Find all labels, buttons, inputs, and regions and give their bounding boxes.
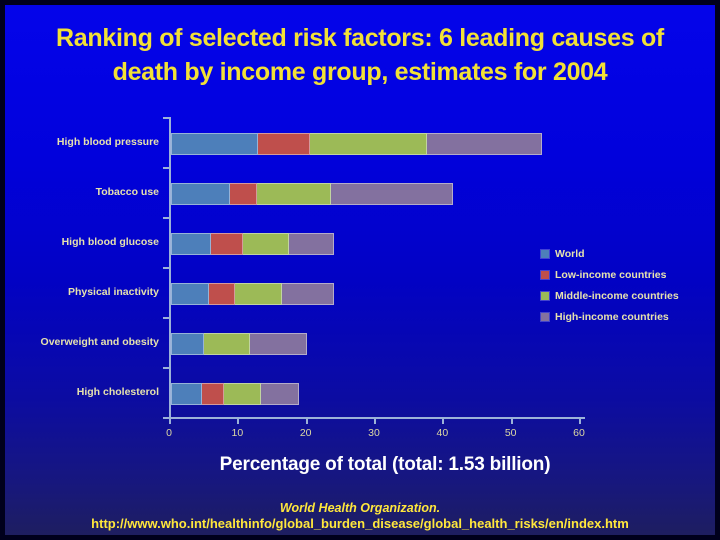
bar-segment bbox=[235, 283, 282, 305]
bar-high-blood-glucose bbox=[171, 233, 335, 255]
legend-item: World bbox=[541, 243, 679, 264]
category-label: Tobacco use bbox=[95, 186, 159, 198]
x-axis-title: Percentage of total (total: 1.53 billion… bbox=[219, 454, 551, 475]
bar-segment bbox=[171, 383, 202, 405]
category-label: Overweight and obesity bbox=[40, 336, 159, 348]
x-axis-line bbox=[169, 417, 585, 419]
bar-segment bbox=[249, 333, 307, 355]
y-axis-tick bbox=[163, 417, 169, 419]
bar-segment bbox=[330, 183, 454, 205]
bar-segment bbox=[309, 133, 428, 155]
legend-label: Low-income countries bbox=[555, 268, 667, 281]
slide-title: Ranking of selected risk factors: 6 lead… bbox=[5, 21, 715, 89]
x-axis-tick-label: 0 bbox=[166, 427, 172, 439]
y-axis-tick bbox=[163, 367, 169, 369]
legend-label: World bbox=[555, 247, 585, 260]
y-axis-tick bbox=[163, 317, 169, 319]
legend: World Low-income countries Middle-income c… bbox=[541, 243, 679, 327]
category-label: High blood glucose bbox=[61, 236, 159, 248]
category-label: High blood pressure bbox=[56, 136, 159, 148]
x-axis-tick-label: 40 bbox=[436, 427, 449, 439]
bar-overweight-and-obesity bbox=[171, 333, 307, 355]
plot-area: 0 10 20 30 40 50 60 bbox=[163, 117, 585, 439]
x-axis-tick-label: 50 bbox=[504, 427, 517, 439]
bar-segment bbox=[203, 333, 250, 355]
bar-tobacco-use bbox=[171, 183, 454, 205]
x-axis-tick bbox=[442, 419, 445, 424]
bar-segment bbox=[171, 233, 211, 255]
y-axis-line bbox=[169, 117, 171, 419]
bar-segment bbox=[208, 283, 236, 305]
bar-segment bbox=[243, 233, 290, 255]
y-axis-tick bbox=[163, 267, 169, 269]
x-axis-tick bbox=[237, 419, 240, 424]
source-attribution: World Health Organization. bbox=[279, 501, 441, 515]
y-axis-tick bbox=[163, 167, 169, 169]
legend-label: High-income countries bbox=[555, 310, 669, 323]
x-axis-tick bbox=[374, 419, 376, 424]
x-axis-tick bbox=[510, 419, 513, 424]
bar-segment bbox=[289, 233, 335, 255]
bar-segment bbox=[230, 183, 258, 205]
x-axis-tick bbox=[305, 419, 308, 424]
y-axis-tick bbox=[163, 217, 169, 219]
slide-title-line1: Ranking of selected risk factors: 6 lead… bbox=[56, 24, 664, 52]
bar-physical-inactivity bbox=[171, 283, 334, 305]
x-axis-tick bbox=[169, 419, 171, 424]
legend-item: Low-income countries bbox=[541, 264, 679, 285]
bar-high-cholesterol bbox=[171, 383, 300, 405]
x-axis-tick-label: 10 bbox=[231, 427, 244, 439]
category-label: High cholesterol bbox=[76, 386, 159, 398]
x-axis-tick-label: 30 bbox=[368, 427, 380, 439]
y-axis-tick bbox=[163, 117, 169, 119]
x-axis-tick-label: 60 bbox=[573, 427, 585, 439]
bar-segment bbox=[281, 283, 334, 305]
bar-segment bbox=[171, 333, 204, 355]
bar-segment bbox=[210, 233, 244, 255]
bar-high-blood-pressure bbox=[171, 133, 543, 155]
legend-label: Middle-income countries bbox=[555, 289, 679, 302]
bar-segment bbox=[223, 383, 261, 405]
bar-segment bbox=[257, 183, 331, 205]
source-url: http://www.who.int/healthinfo/global_bur… bbox=[91, 516, 629, 531]
legend-swatch-icon bbox=[541, 270, 549, 279]
bar-segment bbox=[427, 133, 543, 155]
legend-swatch-icon bbox=[541, 312, 549, 321]
bar-segment bbox=[258, 133, 310, 155]
legend-swatch-icon bbox=[541, 291, 549, 300]
slide-title-line2: death by income group, estimates for 200… bbox=[112, 58, 608, 86]
legend-item: High-income countries bbox=[541, 306, 679, 327]
bar-segment bbox=[171, 183, 231, 205]
legend-swatch-icon bbox=[541, 249, 549, 258]
x-axis-tick-label: 20 bbox=[299, 427, 312, 439]
bar-segment bbox=[171, 283, 209, 305]
bar-segment bbox=[260, 383, 300, 405]
x-axis-tick bbox=[579, 419, 581, 424]
legend-item: Middle-income countries bbox=[541, 285, 679, 306]
bar-segment bbox=[171, 133, 259, 155]
bar-segment bbox=[201, 383, 224, 405]
y-axis-category-labels: High blood pressure Tobacco use High blood… bbox=[19, 117, 159, 417]
category-label: Physical inactivity bbox=[67, 286, 159, 298]
